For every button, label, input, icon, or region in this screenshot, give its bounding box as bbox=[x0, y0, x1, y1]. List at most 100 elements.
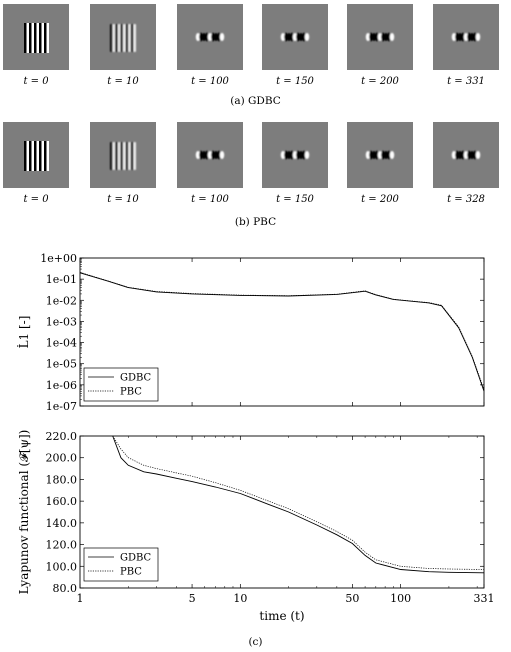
pattern-image bbox=[451, 150, 481, 160]
spot bbox=[387, 32, 391, 42]
spot bbox=[369, 32, 373, 42]
x-tick-label: 10 bbox=[233, 592, 247, 605]
stripe-light bbox=[31, 141, 34, 171]
spot bbox=[292, 33, 298, 41]
spot bbox=[280, 151, 286, 159]
spot bbox=[201, 33, 207, 41]
stripe-light bbox=[36, 23, 39, 53]
spot bbox=[365, 151, 371, 159]
plot-frame bbox=[79, 257, 485, 407]
spot bbox=[475, 33, 481, 41]
spot bbox=[463, 33, 469, 41]
pattern-panel bbox=[177, 4, 243, 70]
time-label: t = 328 bbox=[447, 194, 485, 205]
time-label: t = 0 bbox=[23, 76, 49, 87]
line-pbc bbox=[79, 271, 485, 390]
subfigure-caption-b: (b) PBC bbox=[234, 216, 277, 228]
spot bbox=[219, 33, 225, 41]
spot bbox=[467, 150, 471, 160]
stripe-light bbox=[112, 142, 116, 170]
pattern-image bbox=[365, 150, 395, 160]
stripe-dark bbox=[29, 23, 32, 53]
pattern-image bbox=[365, 32, 395, 42]
time-label: t = 331 bbox=[447, 76, 485, 87]
stripe-dark bbox=[110, 142, 113, 170]
stripe-dark bbox=[29, 141, 32, 171]
y-axis-label: L̇1 [-] bbox=[16, 316, 31, 349]
spot bbox=[217, 150, 221, 160]
stripe-light bbox=[26, 23, 29, 53]
spot bbox=[199, 32, 203, 42]
x-tick-label: 331 bbox=[474, 592, 495, 605]
stripe-light bbox=[46, 23, 49, 53]
spot bbox=[457, 33, 463, 41]
spot bbox=[469, 33, 475, 41]
time-label: t = 100 bbox=[191, 194, 229, 205]
spot bbox=[473, 32, 477, 42]
pattern-panel bbox=[3, 4, 69, 70]
y-tick-label: 1e-07 bbox=[46, 400, 77, 413]
pattern-image bbox=[451, 32, 481, 42]
stripe-light bbox=[133, 142, 136, 170]
spot bbox=[371, 151, 377, 159]
stripe-dark bbox=[120, 24, 123, 52]
spot bbox=[377, 33, 383, 41]
spot bbox=[211, 150, 215, 160]
pattern-panel bbox=[177, 122, 243, 188]
stripe-light bbox=[128, 24, 131, 52]
y-axis-label: Lyapunov functional (𝓕[ψ]) bbox=[17, 430, 31, 595]
spot bbox=[302, 150, 306, 160]
time-label: t = 200 bbox=[361, 194, 399, 205]
pattern-panel bbox=[433, 122, 499, 188]
derivative-chart: 1e+00 1e-01 1e-02 1e-03 1e-04 1e-05 1e-06 1e-07… bbox=[16, 252, 485, 413]
spot bbox=[199, 150, 203, 160]
time-label: t = 150 bbox=[276, 194, 314, 205]
spot bbox=[377, 151, 383, 159]
spot bbox=[375, 150, 379, 160]
spot bbox=[292, 151, 298, 159]
legend-label: GDBC bbox=[120, 553, 152, 564]
spot bbox=[469, 151, 475, 159]
stripe-dark bbox=[125, 24, 129, 52]
stripe-dark bbox=[125, 142, 129, 170]
spot bbox=[389, 33, 395, 41]
spot bbox=[475, 151, 481, 159]
spot bbox=[473, 150, 477, 160]
stripe-dark bbox=[130, 24, 134, 52]
spot bbox=[451, 151, 457, 159]
spot bbox=[286, 151, 292, 159]
y-tick-label: 1e-02 bbox=[46, 294, 77, 307]
stripe-dark bbox=[115, 24, 118, 52]
legend-label: PBC bbox=[120, 387, 142, 398]
spot bbox=[389, 151, 395, 159]
spot bbox=[298, 151, 304, 159]
y-tick-label: 1e-06 bbox=[46, 379, 77, 392]
stripe-light bbox=[128, 142, 131, 170]
spot bbox=[195, 33, 201, 41]
lyapunov-chart: 80.0 100.0 120.0 140.0 160.0 180.0 200.0 220.0 1… bbox=[17, 430, 495, 623]
time-label: t = 200 bbox=[361, 76, 399, 87]
spot bbox=[375, 32, 379, 42]
x-tick-label: 5 bbox=[189, 592, 196, 605]
pattern-panel bbox=[262, 4, 328, 70]
legend-box bbox=[83, 547, 159, 582]
spot bbox=[290, 150, 294, 160]
spot bbox=[461, 150, 465, 160]
pattern-panel bbox=[90, 122, 156, 188]
x-tick-label: 100 bbox=[390, 592, 411, 605]
spot bbox=[195, 151, 201, 159]
spot bbox=[213, 33, 219, 41]
stripe-light bbox=[41, 23, 44, 53]
y-tick-label: 80.0 bbox=[53, 582, 78, 595]
spot bbox=[463, 151, 469, 159]
time-label: t = 10 bbox=[107, 194, 139, 205]
spot bbox=[302, 32, 306, 42]
stripe-dark bbox=[44, 141, 47, 171]
spot bbox=[286, 33, 292, 41]
pattern-panel bbox=[3, 122, 69, 188]
spot bbox=[457, 151, 463, 159]
y-tick-label: 1e-04 bbox=[46, 337, 77, 350]
stripe-dark bbox=[130, 142, 134, 170]
pattern-image bbox=[110, 24, 136, 52]
y-tick-label: 180.0 bbox=[46, 473, 78, 486]
